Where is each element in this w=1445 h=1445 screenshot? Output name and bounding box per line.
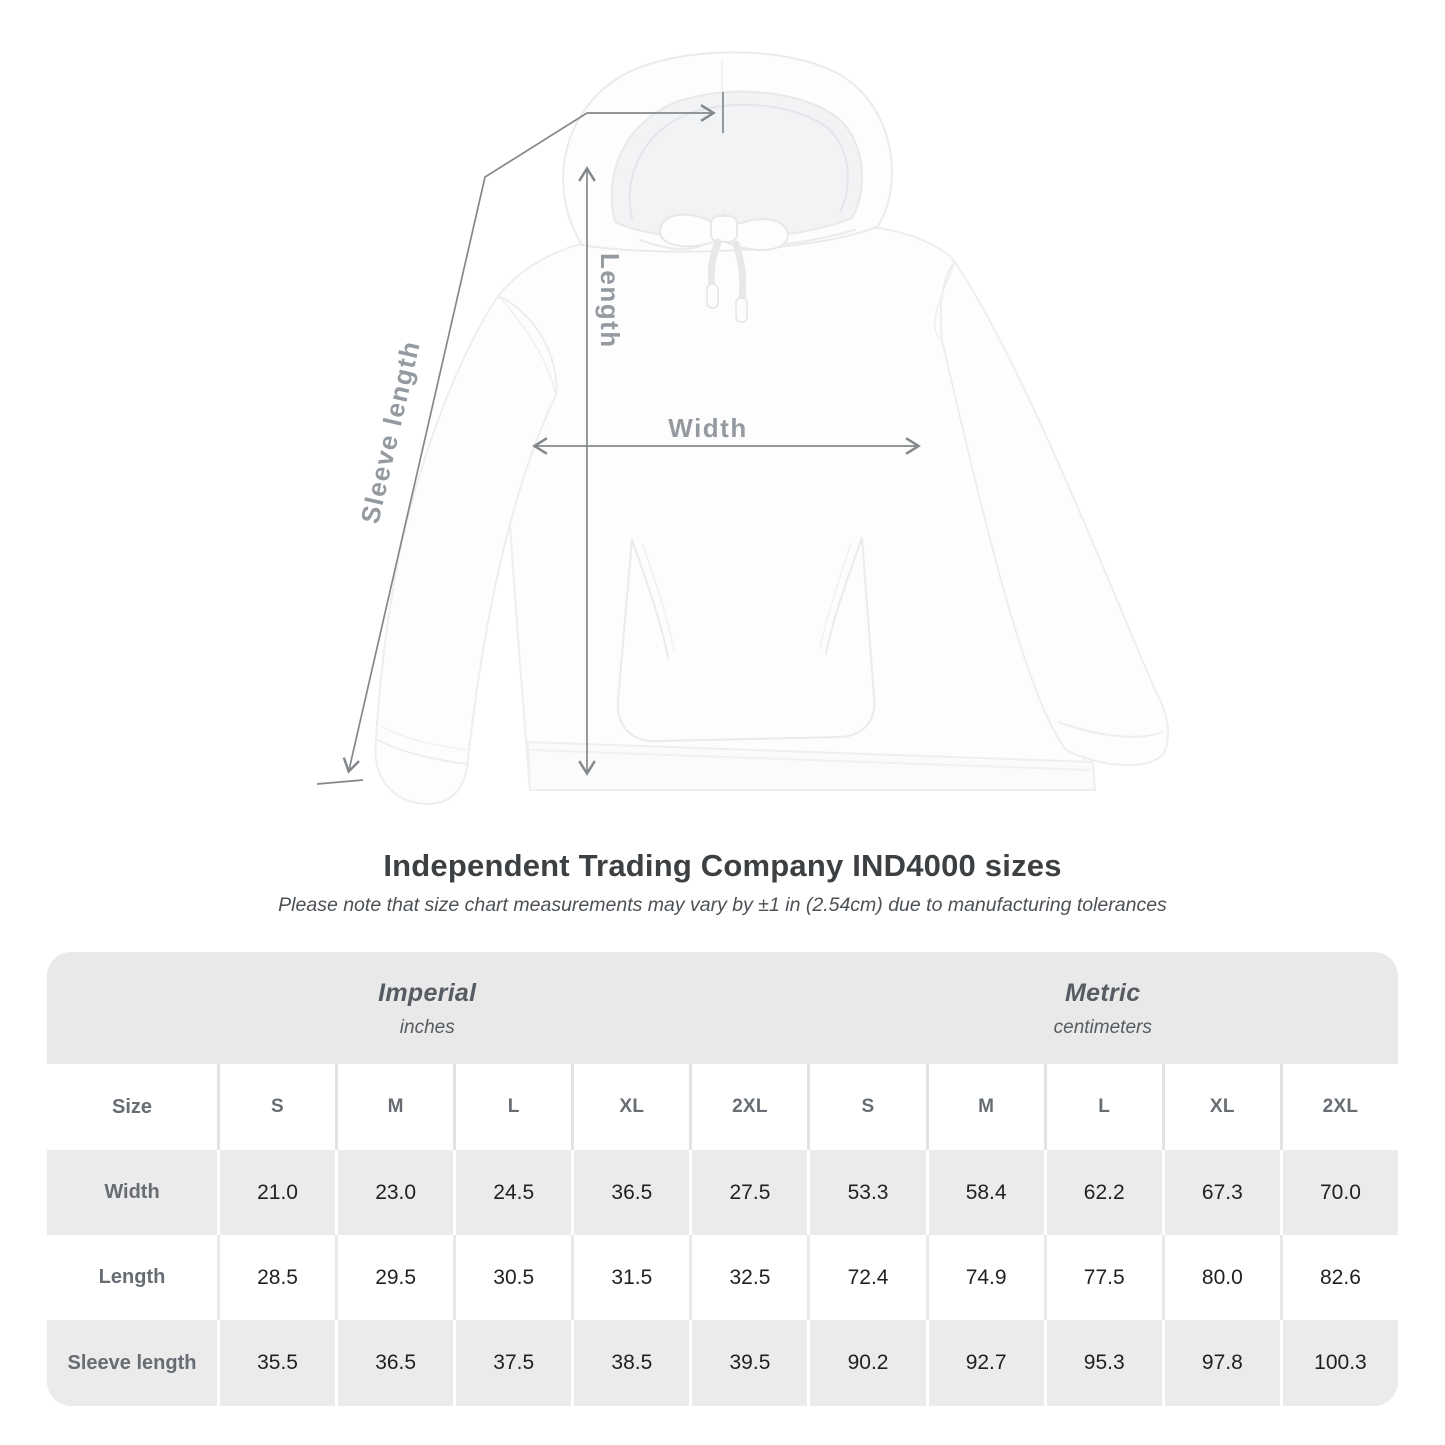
row-label: Width	[104, 1181, 160, 1203]
table-value: 82.6	[1279, 1235, 1398, 1320]
table-value: 62.2	[1043, 1150, 1162, 1235]
table-value: 23.0	[335, 1150, 453, 1235]
table-value: 39.5	[689, 1320, 807, 1406]
imperial-title: Imperial	[378, 979, 477, 1007]
table-value: 31.5	[571, 1235, 689, 1320]
table-value: 72.4	[807, 1235, 925, 1320]
metric-title: Metric	[1065, 979, 1141, 1007]
table-row-width: Width 21.0 23.0 24.5 36.5 27.5 53.3 58.4…	[47, 1150, 1398, 1235]
table-value: 53.3	[807, 1150, 925, 1235]
tolerance-note: Please note that size chart measurements…	[278, 894, 1167, 916]
table-row-length: Length 28.5 29.5 30.5 31.5 32.5 72.4 74.…	[47, 1235, 1398, 1320]
table-value: 70.0	[1279, 1150, 1398, 1235]
table-value: 36.5	[335, 1320, 453, 1406]
hoodie-measurement-diagram: Sleeve length Length Width	[316, 51, 1170, 806]
table-value: 38.5	[571, 1320, 689, 1406]
col-header: XL	[571, 1064, 689, 1150]
col-header: M	[335, 1064, 453, 1150]
table-value: 95.3	[1043, 1320, 1162, 1406]
col-header: L	[453, 1064, 571, 1150]
table-value: 27.5	[689, 1150, 807, 1235]
imperial-header: Imperial inches	[47, 952, 808, 1064]
table-value: 92.7	[925, 1320, 1044, 1406]
table-value: 67.3	[1161, 1150, 1280, 1235]
table-value: 90.2	[807, 1320, 925, 1406]
metric-subtitle: centimeters	[1053, 1017, 1152, 1038]
table-value: 35.5	[217, 1320, 335, 1406]
table-value: 77.5	[1043, 1235, 1162, 1320]
col-header: S	[217, 1064, 335, 1150]
col-header: 2XL	[1279, 1064, 1398, 1150]
table-value: 80.0	[1161, 1235, 1280, 1320]
table-value: 58.4	[925, 1150, 1044, 1235]
col-header: M	[925, 1064, 1044, 1150]
table-value: 100.3	[1279, 1320, 1398, 1406]
length-label: Length	[595, 253, 625, 349]
table-value: 29.5	[335, 1235, 453, 1320]
sleeve-length-arrow	[342, 112, 588, 774]
table-value: 36.5	[571, 1150, 689, 1235]
col-header: L	[1043, 1064, 1162, 1150]
row-label: Sleeve length	[67, 1351, 197, 1374]
col-header: XL	[1161, 1064, 1280, 1150]
table-value: 74.9	[925, 1235, 1044, 1320]
row-label: Length	[98, 1266, 166, 1288]
size-header-row: Size S M L XL 2XL S M L XL 2XL	[47, 1064, 1398, 1150]
table-value: 24.5	[453, 1150, 571, 1235]
size-header-label: Size	[111, 1095, 153, 1118]
imperial-subtitle: inches	[399, 1017, 455, 1038]
metric-header: Metric centimeters	[808, 952, 1399, 1064]
sleeve-end-tick	[316, 779, 364, 785]
unit-header-band: Imperial inches Metric centimeters	[47, 952, 1398, 1064]
table-value: 97.8	[1161, 1320, 1280, 1406]
table-value: 32.5	[689, 1235, 807, 1320]
table-value: 21.0	[217, 1150, 335, 1235]
size-table: Imperial inches Metric centimeters Size …	[47, 952, 1398, 1406]
page-title: Independent Trading Company IND4000 size…	[383, 848, 1062, 883]
col-header: 2XL	[689, 1064, 807, 1150]
table-value: 37.5	[453, 1320, 571, 1406]
col-header: S	[807, 1064, 925, 1150]
hoodie-image	[374, 51, 1170, 806]
table-row-sleeve-length: Sleeve length 35.5 36.5 37.5 38.5 39.5 9…	[47, 1320, 1398, 1406]
table-value: 30.5	[453, 1235, 571, 1320]
width-label: Width	[668, 413, 747, 443]
table-value: 28.5	[217, 1235, 335, 1320]
